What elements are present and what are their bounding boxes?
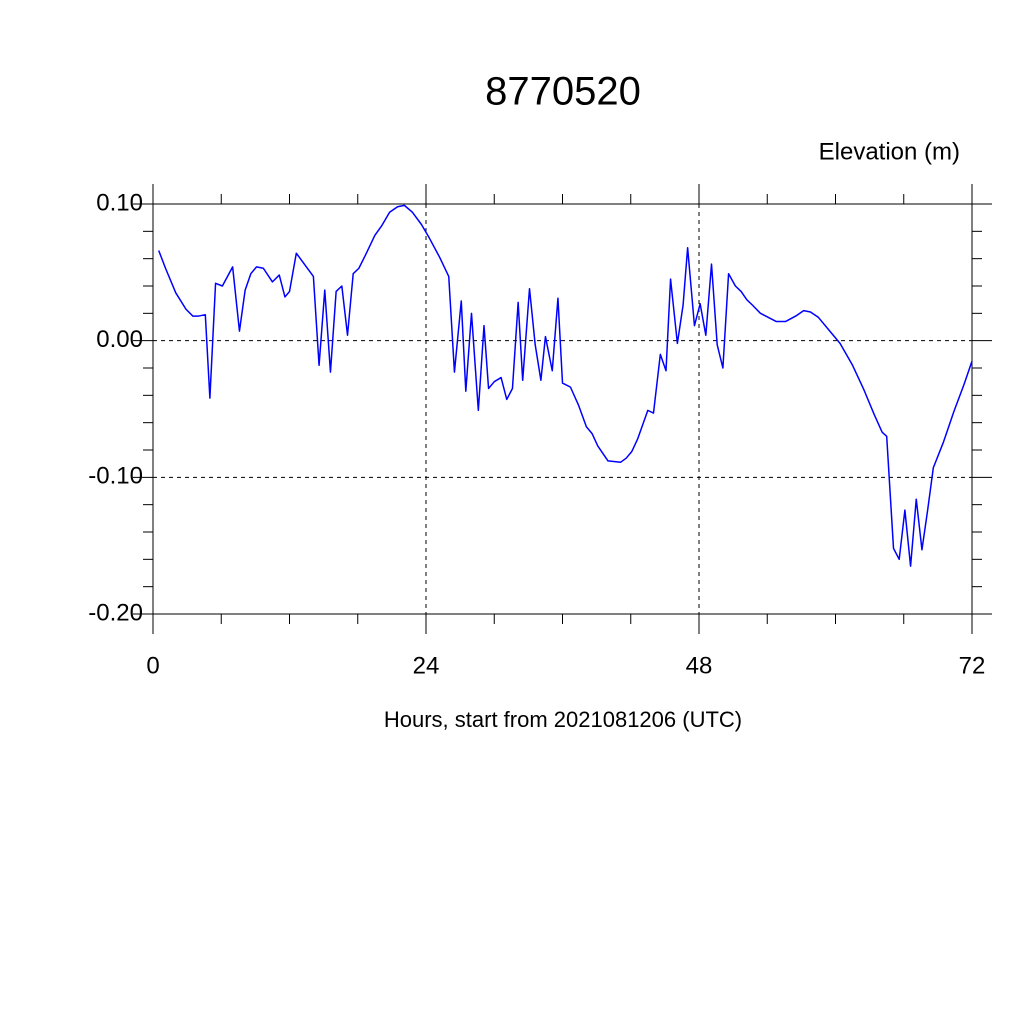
chart-title: 8770520: [485, 70, 641, 114]
y-tick-label: -0.10: [88, 463, 143, 490]
plot-frame: [152, 203, 973, 615]
y-axis-label: Elevation (m): [819, 138, 960, 165]
x-tick-label: 72: [959, 652, 986, 679]
data-line: [157, 204, 973, 567]
x-tick-label: 0: [146, 652, 159, 679]
y-tick-label: -0.20: [88, 599, 143, 626]
x-tick-label: 48: [686, 652, 713, 679]
x-axis-label: Hours, start from 2021081206 (UTC): [384, 707, 742, 732]
y-tick-label: 0.00: [96, 326, 143, 353]
x-tick-label: 24: [413, 652, 440, 679]
y-tick-label: 0.10: [96, 189, 143, 216]
